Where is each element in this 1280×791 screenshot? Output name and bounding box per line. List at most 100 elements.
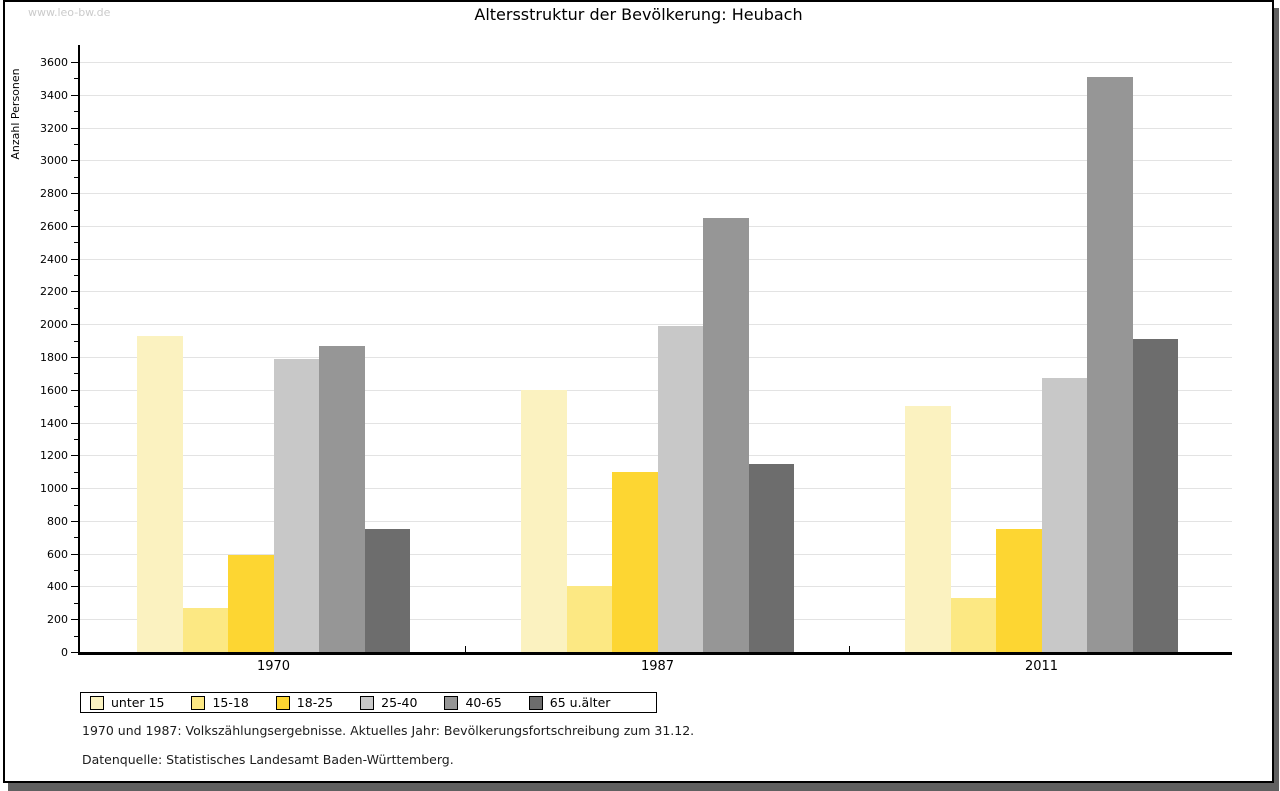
y-major-tick [71,193,78,195]
bar-1987-15-18 [567,586,612,652]
y-major-tick [71,291,78,293]
y-tick-label: 1600 [40,383,68,397]
legend-swatch-icon [360,695,375,710]
y-minor-tick [74,275,78,277]
y-major-tick [71,160,78,162]
gridline [78,127,1232,129]
footnote-source-note: 1970 und 1987: Volkszählungsergebnisse. … [82,723,695,738]
bar-2011-65-u.älter [1133,338,1178,652]
y-major-tick [71,62,78,63]
y-tick-label: 1200 [40,449,68,463]
gridline [78,324,1232,326]
legend-item: 40-65 [444,695,502,710]
legend-label: 15-18 [212,695,249,710]
legend-item: unter 15 [90,695,164,710]
y-tick-label: 3400 [40,88,68,102]
y-tick-label: 3200 [40,121,68,135]
bar-2011-18-25 [996,529,1042,652]
legend-label: unter 15 [111,695,165,710]
y-major-tick [71,586,78,588]
x-axis-tick [849,646,850,652]
y-minor-tick [74,176,78,178]
y-axis-line [78,45,80,655]
y-major-tick [71,619,78,621]
y-minor-tick [74,438,78,440]
y-major-tick [71,94,78,96]
bar-1970-40-65 [319,345,365,652]
y-tick-label: 1800 [40,351,68,364]
y-minor-tick [74,471,78,473]
gridline [78,422,1232,424]
chart-title: Altersstruktur der Bevölkerung: Heubach [474,5,803,24]
y-tick-label: 800 [47,514,68,528]
gridline [78,225,1232,227]
y-tick-label: 1000 [40,482,68,496]
legend-item: 65 u.älter [528,695,611,710]
gridline [78,291,1232,293]
y-minor-tick [74,602,78,604]
y-tick-label: 400 [47,580,68,594]
y-tick-label: 1400 [40,416,68,430]
y-major-tick [71,488,78,490]
plot-area: 0 200 400 600 800 1000 1200 1400 1600 1800 2000 220… [5,2,1272,781]
y-minor-tick [74,406,78,408]
gridline [78,455,1232,457]
y-major-tick [71,422,78,424]
y-minor-tick [74,373,78,375]
x-category-label: 2011 [1024,659,1059,674]
legend-swatch-icon [444,695,459,710]
y-minor-tick [74,78,78,80]
legend-label: 65 u.älter [549,695,611,710]
bar-1987-65-u.älter [749,463,794,652]
bar-2011-15-18 [951,597,996,652]
y-tick-label: 3600 [40,56,68,69]
gridline [78,258,1232,260]
bar-1970-18-25 [228,555,274,652]
legend-label: 25-40 [381,695,418,710]
bar-1970-25-40 [274,358,319,652]
bar-1987-40-65 [703,217,749,652]
watermark: www.leo-bw.de [28,6,111,19]
y-minor-tick [74,635,78,637]
gridline [78,94,1232,96]
gridline [78,193,1232,195]
y-tick-label: 200 [47,613,68,627]
y-tick-label: 2200 [40,285,68,299]
bar-1970-65-u.älter [365,529,410,652]
x-axis-tick [465,646,466,652]
gridline [78,62,1232,63]
y-tick-label: 2000 [40,318,68,332]
bar-1987-18-25 [612,471,658,652]
bar-1987-25-40 [658,325,703,652]
legend: unter 15 15-18 18-25 25-40 40-65 65 u.älter [80,692,657,713]
y-tick-label: 2400 [40,252,68,266]
y-major-tick [71,225,78,227]
legend-swatch-icon [528,695,543,710]
gridline [78,357,1232,358]
y-major-tick [71,357,78,358]
y-major-tick [71,258,78,260]
y-major-tick [71,455,78,457]
y-tick-label: 600 [47,547,68,561]
chart-window: www.leo-bw.de Altersstruktur der Bevölke… [3,0,1274,783]
gridline [78,389,1232,391]
legend-swatch-icon [275,695,290,710]
y-tick-label: 3000 [40,154,68,168]
y-minor-tick [74,111,78,113]
y-major-tick [71,389,78,391]
y-minor-tick [74,570,78,572]
x-category-label: 1987 [640,659,675,674]
x-category-label: 1970 [256,659,291,674]
y-minor-tick [74,209,78,211]
footnote-data-source: Datenquelle: Statistisches Landesamt Bad… [82,752,454,767]
y-minor-tick [74,537,78,539]
y-major-tick [71,553,78,555]
bar-2011-40-65 [1087,76,1133,652]
y-minor-tick [74,307,78,309]
gridline [78,160,1232,162]
legend-item: 15-18 [191,695,249,710]
y-tick-label: 2800 [40,187,68,201]
y-tick-label: 2600 [40,219,68,233]
legend-swatch-icon [191,695,206,710]
x-axis-line [78,652,1232,655]
